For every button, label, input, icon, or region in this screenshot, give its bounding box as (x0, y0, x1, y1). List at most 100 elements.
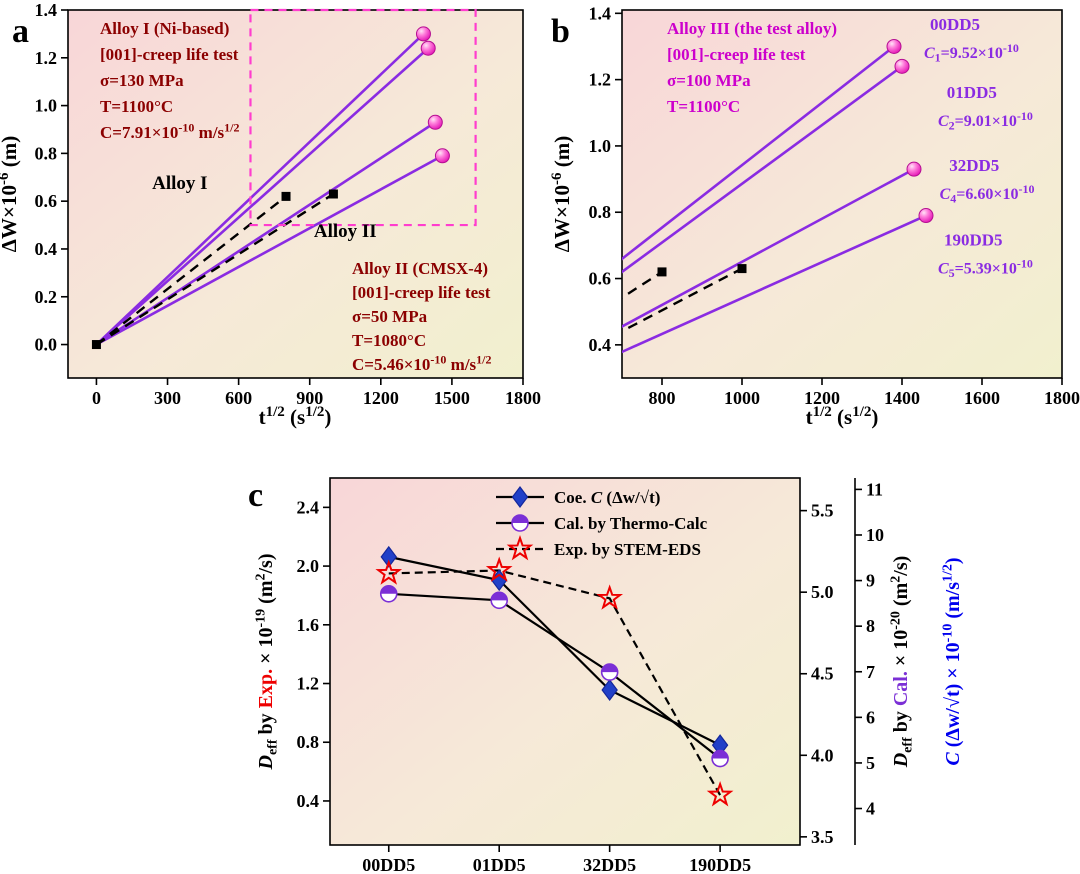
y-tick-label: 1.4 (35, 0, 58, 20)
curve-label: Alloy I (152, 173, 207, 194)
x-tick-label: 300 (154, 388, 181, 408)
star-marker (485, 556, 513, 582)
info-box-line: σ=130 MPa (100, 71, 184, 90)
legend-label: Cal. by Thermo-Calc (554, 514, 708, 533)
cal-tick-label: 4.0 (811, 745, 834, 765)
series-line (388, 592, 721, 760)
panel-c-chart: 0.4 0.8 1.2 1.6 2.0 2.4 3.5 4.0 4.5 5.0 5.5 4 5 6 7 8 9 1… (248, 477, 964, 874)
diamond-marker (380, 545, 397, 568)
c-tick-label: 10 (866, 525, 884, 545)
sphere-marker (434, 148, 450, 164)
sphere-marker (415, 26, 431, 42)
y-tick-label: 0.4 (589, 335, 612, 355)
y-tick-label: 1.0 (589, 136, 612, 156)
info-box-line: T=1080°C (352, 331, 426, 350)
series-name-label: 190DD5 (944, 230, 1003, 249)
series-name-label: 01DD5 (947, 83, 997, 102)
cal-tick-label: 5.0 (811, 582, 834, 602)
x-tick-label: 1800 (505, 388, 541, 408)
legend-label: Coe. C (Δw/√t) (554, 488, 660, 507)
panel-letter: a (12, 13, 29, 50)
plot-area (67, 9, 524, 379)
info-box-line: [001]-creep life test (352, 283, 491, 302)
category-label: 190DD5 (689, 855, 751, 874)
reference-dashed-line (95, 195, 287, 346)
x-tick-label: 1600 (964, 388, 1000, 408)
creep-curve-line (95, 121, 437, 346)
square-marker (281, 191, 291, 201)
x-tick-label: 0 (92, 388, 101, 408)
x-tick-label: 1800 (1044, 388, 1080, 408)
reference-dashed-line (622, 267, 743, 333)
zoom-region-box (249, 8, 477, 227)
info-box-line: [001]-creep life test (667, 45, 806, 64)
series-line (388, 569, 722, 796)
square-marker (91, 340, 101, 350)
cal-tick-label: 5.5 (811, 501, 834, 521)
y-tick-label: 0.4 (35, 239, 58, 259)
curve-label: Alloy II (314, 221, 377, 242)
panel-a-data (91, 26, 450, 350)
panel-letter: c (248, 477, 263, 514)
creep-curve-line (95, 154, 444, 346)
left-tick-label: 0.4 (297, 791, 320, 811)
plot-area (621, 9, 1063, 379)
diamond-marker (511, 486, 529, 508)
reference-dashed-line (95, 192, 335, 346)
y-tick-label: 1.0 (35, 96, 58, 116)
series-coef-label: C4=6.60×10-10 (940, 182, 1035, 206)
sphere-marker (918, 208, 934, 224)
creep-curve-line (622, 65, 903, 274)
diamond-marker (601, 678, 618, 701)
series-coef-label: C2=9.01×10-10 (938, 109, 1033, 133)
info-box-line: [001]-creep life test (100, 45, 239, 64)
creep-curve-line (622, 45, 895, 261)
x-tick-label: 600 (225, 388, 252, 408)
category-label: 00DD5 (362, 855, 415, 874)
y-axis-label: ΔW×10-6 (m) (0, 136, 21, 252)
x-axis-label: t1/2 (s1/2) (806, 404, 879, 429)
c-tick-label: 6 (866, 707, 875, 727)
y-tick-label: 1.2 (35, 48, 58, 68)
plot-area (329, 477, 801, 846)
sphere-marker (906, 161, 922, 177)
x-tick-label: 800 (649, 388, 676, 408)
creep-curve-line (95, 47, 430, 346)
c-tick-label: 11 (866, 479, 883, 499)
panel-c-axes: 0.4 0.8 1.2 1.6 2.0 2.4 3.5 4.0 4.5 5.0 5.5 4 5 6 7 8 9 1… (297, 479, 885, 874)
y-axis-label: ΔW×10-6 (m) (549, 136, 574, 252)
c-tick-label: 8 (866, 616, 875, 636)
c-tick-label: 4 (866, 799, 875, 819)
star-marker (596, 584, 624, 610)
left-tick-label: 0.8 (297, 732, 320, 752)
panel-a-chart: 0 300 600 900 1200 1500 1800 0.0 0.2 0.4 0.6 0.8 1.0… (0, 0, 542, 429)
category-label: 32DD5 (583, 855, 636, 874)
sphere-marker (427, 114, 443, 130)
y-tick-label: 0.6 (35, 191, 58, 211)
info-box-line: Alloy I (Ni-based) (100, 19, 229, 38)
info-box-line: Alloy II (CMSX-4) (352, 259, 488, 278)
info-box-line: C=7.91×10-10 m/s1/2 (100, 121, 240, 142)
category-label: 01DD5 (473, 855, 526, 874)
info-box-line: C=5.46×10-10 m/s1/2 (352, 353, 492, 374)
y-tick-label: 0.8 (589, 202, 612, 222)
sphere-marker (886, 38, 902, 54)
star-marker (375, 559, 403, 585)
c-tick-label: 5 (866, 753, 875, 773)
panel-c-data (375, 545, 734, 807)
info-box-line: T=1100°C (100, 97, 173, 116)
left-tick-label: 2.0 (297, 556, 320, 576)
info-box-line: T=1100°C (667, 97, 740, 116)
panel-a-axes: 0 300 600 900 1200 1500 1800 0.0 0.2 0.4 0.6 0.8 1.0… (35, 0, 542, 408)
cal-axis-label: Deff by Cal. × 10-20 (m2/s) (888, 556, 915, 769)
creep-curve-line (622, 167, 915, 329)
y-tick-label: 1.2 (589, 70, 612, 90)
info-box-line: σ=50 MPa (352, 307, 428, 326)
x-tick-label: 1200 (804, 388, 840, 408)
y-tick-label: 0.6 (589, 269, 612, 289)
star-marker (706, 781, 734, 807)
y-tick-label: 0.0 (35, 335, 58, 355)
left-tick-label: 1.2 (297, 674, 320, 694)
legend: Coe. C (Δw/√t) Cal. by Thermo-Calc Exp. by… (496, 486, 708, 561)
